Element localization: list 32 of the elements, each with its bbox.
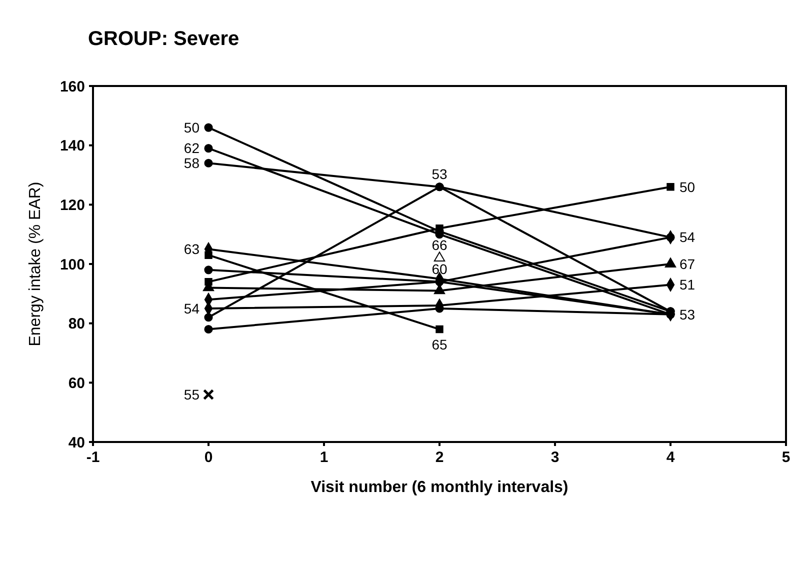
y-tick-label: 60 (68, 374, 85, 392)
y-tick-label: 80 (68, 316, 85, 333)
y-axis-title: Energy intake (% EAR) (27, 182, 44, 346)
annotation: 51 (680, 276, 696, 293)
x-tick-label: 2 (435, 449, 444, 466)
x-tick-label: 1 (320, 449, 328, 466)
annotation: 65 (432, 336, 448, 352)
y-tick-label: 120 (60, 196, 85, 214)
annotation: 60 (432, 260, 448, 277)
x-tick-label: 0 (204, 449, 213, 466)
annotation: 66 (432, 237, 448, 254)
y-tick-label: 160 (60, 78, 85, 96)
x-tick-label: -1 (86, 449, 100, 466)
x-tick-label: 3 (550, 449, 560, 466)
annotation: 67 (680, 256, 696, 272)
y-tick-label: 140 (60, 138, 85, 155)
annotation: 55 (184, 386, 200, 402)
annotation: 62 (184, 140, 200, 156)
annotation: 54 (680, 229, 696, 246)
y-tick-label: 100 (60, 256, 85, 274)
annotation: 53 (432, 166, 448, 182)
y-tick-label: 40 (68, 434, 85, 452)
x-tick-label: 4 (666, 449, 676, 466)
annotation: 58 (184, 155, 200, 172)
annotation: 54 (184, 300, 200, 316)
annotation: 53 (680, 306, 696, 322)
annotation: 50 (184, 119, 200, 136)
chart-title: GROUP: Severe (88, 28, 240, 50)
annotation: 50 (680, 178, 696, 195)
x-axis-title: Visit number (6 monthly intervals) (310, 479, 568, 496)
x-tick-label: 5 (782, 449, 790, 466)
annotation: 63 (184, 241, 200, 258)
